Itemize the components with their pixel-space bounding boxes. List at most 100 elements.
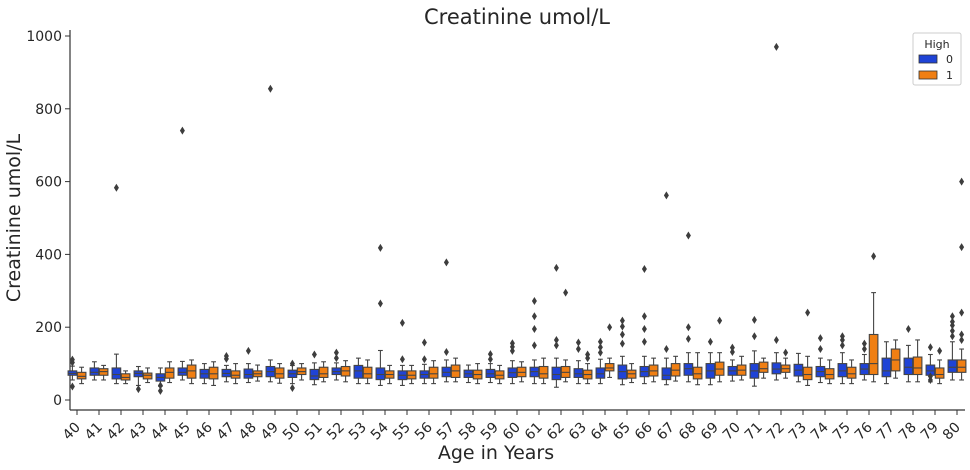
box-body (661, 367, 672, 381)
box-flier (563, 288, 569, 297)
box-flier (959, 308, 965, 317)
box-body (274, 367, 285, 379)
box-flier (663, 345, 669, 354)
box-flier (685, 231, 691, 240)
box-flier (509, 339, 515, 348)
box-flier (311, 350, 317, 359)
x-tick-label: 42 (104, 420, 128, 444)
box-body (595, 367, 606, 379)
box-flier (157, 381, 163, 390)
box-body (934, 367, 945, 379)
box-flier (949, 312, 955, 321)
box-flier (333, 354, 339, 363)
box-flier (717, 316, 723, 325)
box-flier (751, 332, 757, 341)
box-flier (949, 317, 955, 326)
y-tick-label: 400 (35, 247, 62, 263)
x-tick-label: 47 (214, 420, 238, 444)
box-flier (487, 350, 493, 359)
box-flier (553, 335, 559, 344)
x-tick-label: 59 (478, 420, 502, 444)
box-flier (421, 338, 427, 347)
box-flier (245, 346, 251, 355)
x-tick-label: 63 (566, 420, 590, 444)
box-flier (69, 355, 75, 364)
box-flier (113, 183, 119, 192)
box-flier (69, 382, 75, 391)
x-tick-label: 61 (522, 420, 546, 444)
box-flier (443, 347, 449, 356)
box-flier (289, 383, 295, 392)
box-flier (531, 312, 537, 321)
x-tick-label: 45 (170, 420, 194, 444)
box-flier (685, 323, 691, 332)
box-flier (817, 345, 823, 354)
box-body (683, 363, 694, 376)
x-tick-label: 56 (412, 419, 436, 443)
box-flier (509, 346, 515, 355)
box-body (76, 371, 87, 380)
box-flier (399, 355, 405, 364)
box-body (375, 367, 386, 381)
box-body (692, 366, 703, 380)
x-tick-label: 70 (720, 420, 744, 444)
box-flier (871, 252, 877, 261)
box-flier (553, 263, 559, 272)
box-flier (487, 355, 493, 364)
box-flier (575, 345, 581, 354)
x-tick-label: 62 (544, 420, 568, 444)
box-body (551, 366, 562, 381)
y-tick-label: 0 (53, 393, 62, 409)
x-tick-label: 78 (896, 420, 920, 444)
plot-area: 0200400600800100040414243444546474849505… (26, 29, 967, 444)
box-body (802, 366, 813, 381)
box-flier (157, 386, 163, 395)
legend-label-1: 1 (946, 69, 953, 82)
box-body (318, 366, 329, 378)
x-tick-label: 77 (874, 420, 898, 444)
x-tick-label: 68 (676, 420, 700, 444)
box-body (771, 362, 782, 375)
box-flier (927, 343, 933, 352)
box-flier (949, 332, 955, 341)
box-flier (959, 177, 965, 186)
box-flier (861, 339, 867, 348)
box-flier (399, 318, 405, 327)
box-body (142, 372, 153, 380)
x-tick-label: 52 (324, 420, 348, 444)
box-flier (267, 84, 273, 93)
x-tick-label: 54 (368, 419, 392, 443)
box-flier (607, 323, 613, 332)
box-body (309, 368, 320, 381)
box-flier (333, 348, 339, 357)
legend-swatch-1 (918, 70, 938, 80)
box-flier (817, 334, 823, 343)
box-body (428, 366, 439, 379)
box-body (947, 359, 958, 373)
x-tick-label: 79 (918, 420, 942, 444)
x-tick-label: 72 (764, 420, 788, 444)
x-tick-label: 74 (808, 419, 832, 443)
x-tick-label: 67 (654, 420, 678, 444)
box-body (912, 356, 923, 376)
y-tick-label: 600 (35, 175, 62, 191)
box-flier (773, 335, 779, 344)
x-tick-label: 44 (148, 419, 172, 443)
box-flier (531, 325, 537, 334)
box-flier (135, 385, 141, 394)
x-tick-label: 48 (236, 420, 260, 444)
box-flier (179, 126, 185, 135)
x-tick-label: 69 (698, 420, 722, 444)
box-flier (619, 322, 625, 331)
x-tick-label: 60 (500, 420, 524, 444)
box-flier (839, 341, 845, 350)
box-body (177, 367, 188, 376)
box-flier (619, 330, 625, 339)
y-tick-label: 800 (35, 102, 62, 118)
x-tick-label: 51 (302, 420, 326, 444)
x-tick-label: 64 (588, 419, 612, 443)
box-body (353, 364, 364, 379)
box-body (758, 361, 769, 373)
box-body (89, 367, 100, 376)
